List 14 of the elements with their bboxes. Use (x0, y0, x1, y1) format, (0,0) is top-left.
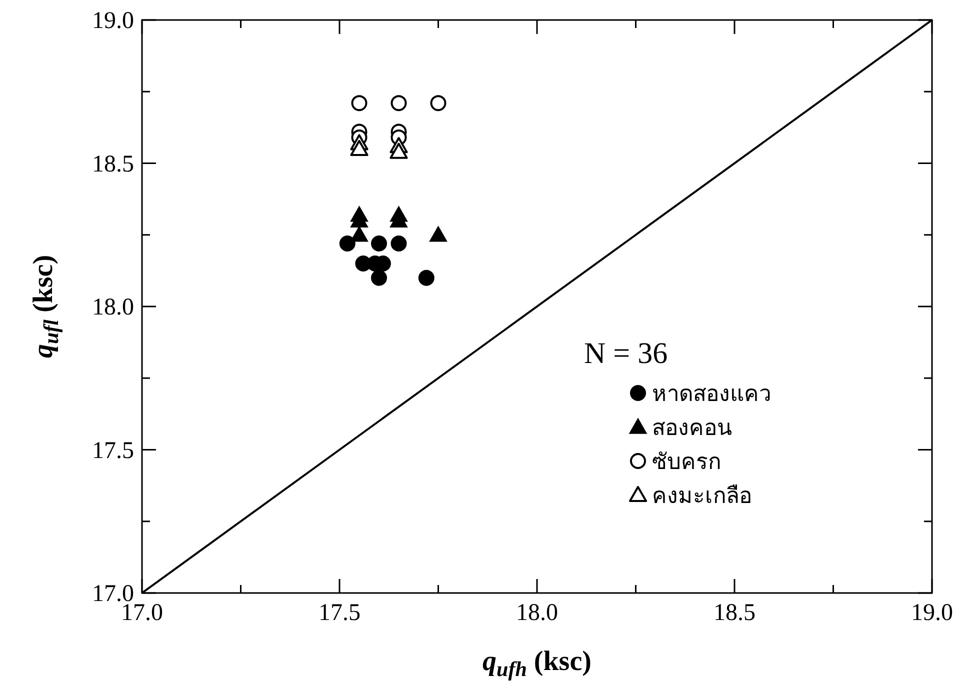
x-tick-label: 18.0 (516, 600, 558, 626)
legend-label: คงมะเกลือ (652, 484, 752, 509)
y-tick-label: 18.5 (92, 151, 134, 178)
y-tick-label: 18.0 (92, 294, 134, 320)
y-tick-label: 17.5 (92, 438, 134, 464)
x-tick-label: 17.5 (318, 600, 360, 626)
x-tick-label: 19.0 (911, 600, 953, 626)
x-tick-label: 18.5 (714, 600, 756, 626)
y-tick-label: 19.0 (92, 8, 134, 34)
legend-label: หาดสองแคว (652, 382, 771, 407)
legend-label: ซับครก (652, 450, 721, 475)
legend-title: N = 36 (584, 337, 668, 370)
legend-label: สองคอน (652, 416, 732, 441)
x-axis-title: q$_{ufh}$ (ksc) (482, 646, 592, 682)
